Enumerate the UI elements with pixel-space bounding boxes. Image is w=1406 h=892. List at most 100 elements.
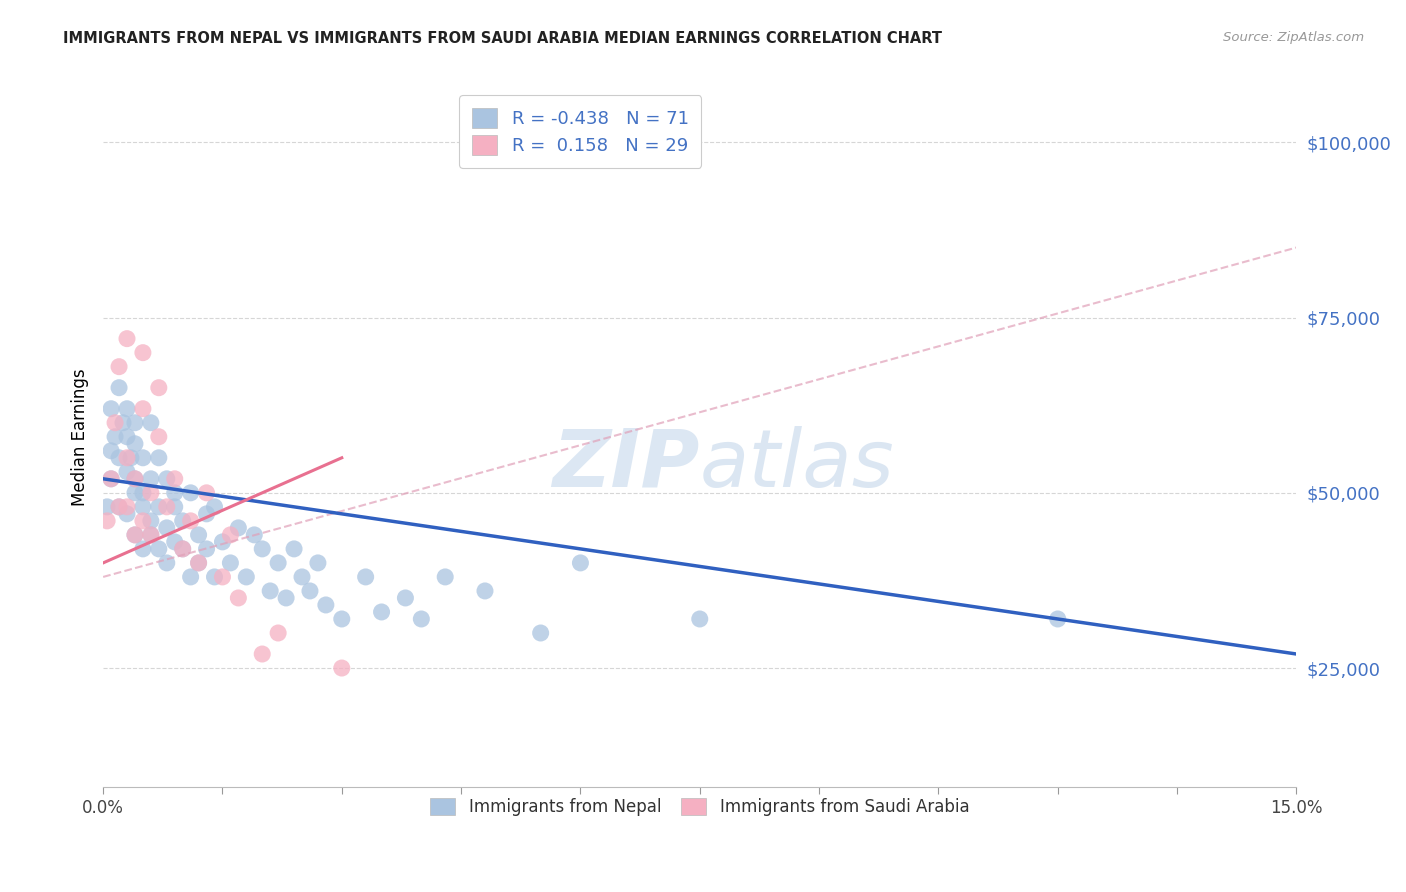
Point	[120, 450, 142, 465]
Point	[132, 401, 155, 416]
Point	[148, 450, 170, 465]
Point	[291, 570, 314, 584]
Point	[172, 541, 194, 556]
Point	[132, 450, 155, 465]
Point	[195, 485, 218, 500]
Text: IMMIGRANTS FROM NEPAL VS IMMIGRANTS FROM SAUDI ARABIA MEDIAN EARNINGS CORRELATIO: IMMIGRANTS FROM NEPAL VS IMMIGRANTS FROM…	[63, 31, 942, 46]
Point	[132, 500, 155, 514]
Point	[569, 556, 592, 570]
Point	[115, 500, 138, 514]
Point	[115, 332, 138, 346]
Point	[252, 647, 274, 661]
Point	[100, 443, 122, 458]
Point	[211, 570, 233, 584]
Point	[530, 626, 553, 640]
Legend: Immigrants from Nepal, Immigrants from Saudi Arabia: Immigrants from Nepal, Immigrants from S…	[422, 789, 977, 824]
Point	[180, 570, 202, 584]
Point	[259, 583, 281, 598]
Point	[474, 583, 496, 598]
Point	[132, 485, 155, 500]
Point	[252, 541, 274, 556]
Point	[108, 450, 131, 465]
Point	[148, 541, 170, 556]
Point	[124, 437, 146, 451]
Text: Source: ZipAtlas.com: Source: ZipAtlas.com	[1223, 31, 1364, 45]
Point	[187, 528, 209, 542]
Point	[172, 514, 194, 528]
Point	[354, 570, 377, 584]
Point	[219, 528, 242, 542]
Text: ZIP: ZIP	[553, 425, 700, 504]
Point	[228, 591, 250, 605]
Point	[228, 521, 250, 535]
Point	[235, 570, 257, 584]
Point	[108, 381, 131, 395]
Point	[104, 416, 127, 430]
Point	[148, 500, 170, 514]
Point	[139, 528, 162, 542]
Point	[104, 430, 127, 444]
Point	[108, 359, 131, 374]
Point	[132, 345, 155, 359]
Point	[100, 472, 122, 486]
Point	[211, 534, 233, 549]
Point	[96, 500, 118, 514]
Point	[124, 416, 146, 430]
Point	[115, 507, 138, 521]
Point	[219, 556, 242, 570]
Point	[1046, 612, 1069, 626]
Point	[139, 416, 162, 430]
Point	[163, 472, 186, 486]
Point	[204, 500, 226, 514]
Point	[204, 570, 226, 584]
Point	[267, 556, 290, 570]
Point	[100, 401, 122, 416]
Point	[315, 598, 337, 612]
Point	[100, 472, 122, 486]
Point	[180, 485, 202, 500]
Point	[108, 500, 131, 514]
Point	[124, 528, 146, 542]
Point	[689, 612, 711, 626]
Point	[111, 416, 134, 430]
Point	[156, 556, 179, 570]
Point	[163, 500, 186, 514]
Point	[267, 626, 290, 640]
Point	[434, 570, 457, 584]
Text: atlas: atlas	[700, 425, 894, 504]
Point	[187, 556, 209, 570]
Point	[180, 514, 202, 528]
Point	[172, 541, 194, 556]
Point	[298, 583, 321, 598]
Point	[156, 521, 179, 535]
Point	[139, 485, 162, 500]
Point	[124, 485, 146, 500]
Point	[307, 556, 329, 570]
Point	[132, 514, 155, 528]
Point	[148, 381, 170, 395]
Point	[394, 591, 416, 605]
Point	[163, 485, 186, 500]
Point	[115, 401, 138, 416]
Point	[411, 612, 433, 626]
Point	[370, 605, 392, 619]
Point	[156, 500, 179, 514]
Point	[115, 465, 138, 479]
Point	[124, 528, 146, 542]
Point	[330, 612, 353, 626]
Point	[124, 472, 146, 486]
Point	[139, 472, 162, 486]
Point	[195, 507, 218, 521]
Point	[108, 500, 131, 514]
Point	[139, 528, 162, 542]
Point	[330, 661, 353, 675]
Point	[195, 541, 218, 556]
Point	[124, 472, 146, 486]
Point	[132, 541, 155, 556]
Point	[156, 472, 179, 486]
Point	[187, 556, 209, 570]
Y-axis label: Median Earnings: Median Earnings	[72, 368, 89, 506]
Point	[243, 528, 266, 542]
Point	[139, 514, 162, 528]
Point	[148, 430, 170, 444]
